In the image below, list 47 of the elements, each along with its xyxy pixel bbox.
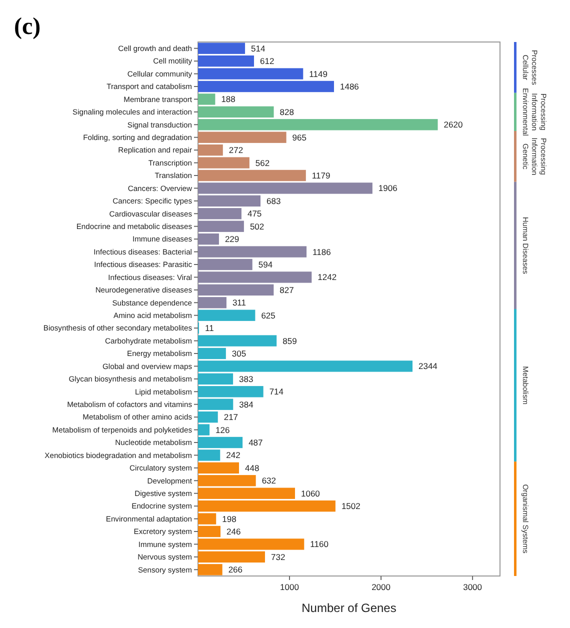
data-label: 1486 [340,81,360,92]
data-label: 828 [280,106,294,117]
data-label: 1149 [309,68,328,79]
data-label: 632 [262,476,276,486]
data-label: 448 [245,462,260,473]
data-label: 217 [224,412,238,422]
data-label: 1242 [318,272,337,282]
data-label: 266 [228,564,243,575]
data-label: 384 [239,399,254,410]
data-label: 229 [224,234,240,244]
data-label: 714 [269,386,284,397]
data-label: 1502 [341,501,361,512]
data-label: 198 [222,514,237,524]
data-label: 1060 [301,488,320,498]
data-label: 625 [261,310,276,320]
data-label: 126 [216,424,230,435]
data-label: 2344 [418,361,438,372]
data-label: 732 [270,552,286,562]
data-label: 965 [292,132,307,142]
data-label: 188 [221,94,236,104]
data-label: 246 [226,526,241,536]
data-label: 514 [251,43,266,54]
data-label: 475 [247,208,262,219]
x-tick-label: 3000 [463,582,482,592]
data-label: 311 [232,298,246,308]
data-label: 1160 [310,539,329,550]
chart-title: (c) [14,14,41,40]
data-label: 1906 [378,183,398,194]
data-label: 859 [282,336,298,346]
data-label: 2620 [444,120,463,130]
data-label: 562 [255,158,270,168]
data-label: 383 [239,374,254,384]
data-label: 502 [250,221,264,232]
x-tick-label: 1000 [280,582,300,592]
data-label: 594 [258,259,273,270]
data-label: 305 [232,348,246,358]
data-label: 1186 [312,246,332,257]
data-label: 612 [260,56,274,66]
x-axis-title: Number of Genes [302,601,396,615]
x-tick-label: 2000 [372,582,391,592]
data-label: 827 [280,284,294,295]
data-label: 1179 [312,170,330,180]
data-label: 487 [248,437,264,448]
data-label: 683 [266,196,281,206]
data-label: 11 [205,323,214,334]
data-label: 272 [228,145,244,156]
data-label: 242 [226,450,241,460]
